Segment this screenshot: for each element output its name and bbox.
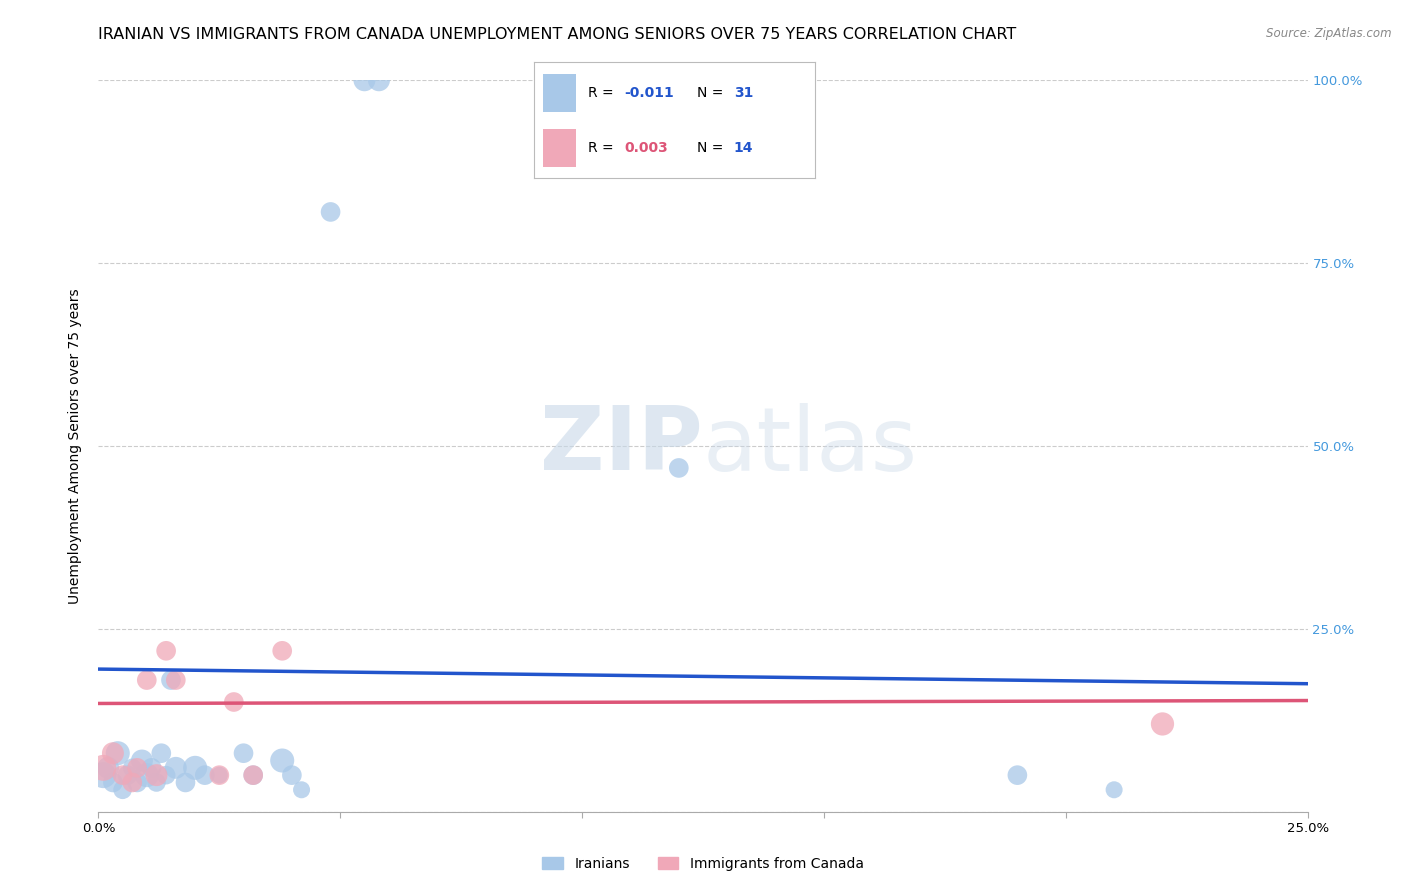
Y-axis label: Unemployment Among Seniors over 75 years: Unemployment Among Seniors over 75 years (69, 288, 83, 604)
Point (117, 768, 139, 782)
Point (97, 761, 120, 775)
Text: N =: N = (697, 141, 728, 154)
Point (668, 461, 690, 475)
Point (184, 761, 207, 775)
Point (232, 746, 254, 760)
Point (353, 73, 375, 87)
Point (91, 768, 114, 782)
Point (141, 761, 163, 775)
Point (127, 761, 149, 775)
Point (155, 768, 177, 782)
Point (101, 746, 124, 760)
Point (165, 673, 187, 687)
Point (368, 73, 391, 87)
Point (135, 768, 157, 782)
Point (222, 695, 245, 709)
Text: 0.003: 0.003 (624, 141, 668, 154)
Text: R =: R = (588, 141, 617, 154)
Point (208, 768, 231, 782)
Point (208, 768, 231, 782)
Point (271, 644, 294, 658)
Point (194, 768, 217, 782)
Point (145, 775, 167, 789)
Point (242, 768, 264, 782)
Legend: Iranians, Immigrants from Canada: Iranians, Immigrants from Canada (537, 851, 869, 876)
Bar (543, 74, 576, 112)
Bar (543, 128, 576, 167)
Point (1007, 768, 1029, 782)
Point (1102, 782, 1125, 797)
Point (155, 644, 177, 658)
Text: -0.011: -0.011 (624, 87, 673, 100)
Text: atlas: atlas (703, 402, 918, 490)
Point (271, 754, 294, 768)
Point (145, 768, 167, 782)
Point (111, 768, 134, 782)
Text: 31: 31 (734, 87, 754, 100)
Point (290, 782, 312, 797)
Point (101, 775, 124, 789)
Point (150, 746, 173, 760)
Point (121, 775, 143, 789)
Point (1152, 717, 1174, 731)
Point (242, 768, 264, 782)
Point (91, 761, 114, 775)
Point (165, 761, 187, 775)
Text: R =: R = (588, 87, 617, 100)
Point (319, 205, 342, 219)
Point (111, 782, 134, 797)
Text: IRANIAN VS IMMIGRANTS FROM CANADA UNEMPLOYMENT AMONG SENIORS OVER 75 YEARS CORRE: IRANIAN VS IMMIGRANTS FROM CANADA UNEMPL… (98, 27, 1017, 42)
Point (174, 775, 197, 789)
Text: Source: ZipAtlas.com: Source: ZipAtlas.com (1267, 27, 1392, 40)
Text: N =: N = (697, 87, 728, 100)
Point (135, 673, 157, 687)
Point (127, 775, 149, 789)
Text: 14: 14 (734, 141, 754, 154)
Point (131, 754, 153, 768)
Text: ZIP: ZIP (540, 402, 703, 490)
Point (281, 768, 304, 782)
Point (121, 761, 143, 775)
Point (107, 746, 129, 760)
Point (160, 673, 183, 687)
